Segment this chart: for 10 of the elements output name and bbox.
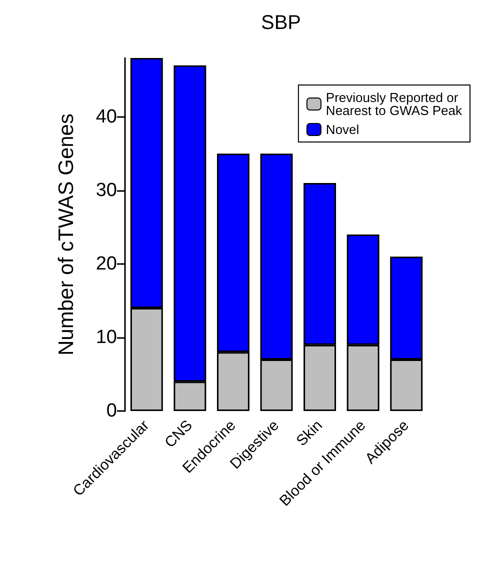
y-tick-label: 40 (96, 106, 117, 128)
y-tick-label: 0 (106, 400, 117, 422)
chart-title: SBP (260, 12, 302, 34)
y-tick-label: 30 (96, 180, 117, 201)
y-tick-label: 20 (96, 253, 117, 274)
x-tick-label: Skin (293, 416, 326, 450)
legend-label: Previously Reported or Nearest to GWAS Peak (326, 90, 462, 118)
y-axis-title: Number of cTWAS Genes (55, 114, 78, 356)
y-tick-label: 10 (96, 326, 117, 348)
legend-label: Novel (326, 122, 360, 137)
